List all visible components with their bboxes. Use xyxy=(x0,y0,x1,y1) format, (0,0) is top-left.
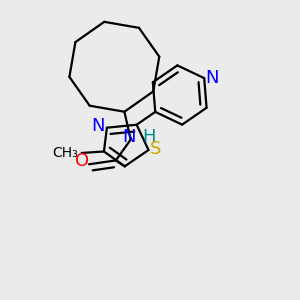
Text: H: H xyxy=(142,128,155,146)
Text: N: N xyxy=(91,117,105,135)
Text: CH₃: CH₃ xyxy=(52,146,78,160)
Text: N: N xyxy=(205,69,218,87)
Text: N: N xyxy=(122,128,136,146)
Text: S: S xyxy=(150,140,162,158)
Text: O: O xyxy=(75,152,89,170)
